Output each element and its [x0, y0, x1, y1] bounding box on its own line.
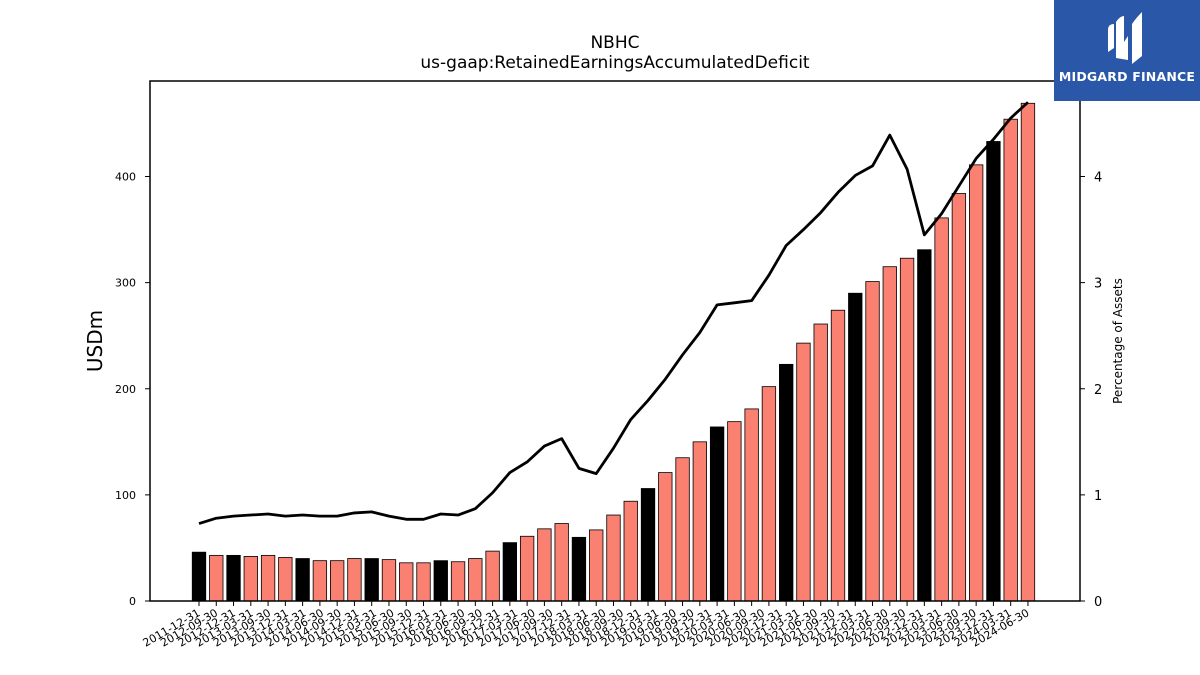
bar — [278, 557, 293, 602]
bar — [640, 488, 656, 602]
bar — [330, 560, 345, 602]
bar — [502, 542, 518, 602]
bar — [416, 562, 431, 602]
bar — [692, 441, 707, 602]
y2-tick-label: 3 — [1094, 277, 1102, 292]
bar — [658, 472, 673, 602]
bar — [951, 193, 967, 602]
bar — [519, 535, 535, 602]
brand-logo: MIDGARD FINANCE — [1054, 0, 1200, 101]
bar — [986, 141, 1001, 602]
brand-name: MIDGARD FINANCE — [1058, 69, 1196, 84]
bar — [813, 323, 828, 602]
line-series — [198, 101, 1029, 525]
y-tick-label: 200 — [115, 383, 136, 396]
bar — [347, 558, 362, 602]
midgard-logo-icon — [1108, 12, 1142, 64]
bar — [796, 342, 811, 602]
y-tick-label: 100 — [115, 489, 136, 502]
bar — [623, 500, 638, 602]
y2-tick-label: 0 — [1094, 595, 1102, 610]
y2-tick-label: 4 — [1094, 171, 1102, 186]
bar — [589, 529, 604, 602]
bar — [675, 457, 690, 602]
plot-frame — [149, 80, 1081, 602]
bar — [1003, 118, 1018, 602]
y-tick-label: 0 — [129, 595, 136, 608]
bar — [433, 560, 448, 602]
y2-axis-label: Percentage of Assets — [1111, 278, 1125, 404]
bar — [295, 558, 310, 602]
bar — [537, 528, 552, 602]
bar — [450, 561, 466, 602]
y-axis-right: 0 1 2 3 4 — [1080, 171, 1102, 610]
y-axis-left: 0 100 200 300 400 — [115, 171, 150, 608]
bar — [830, 309, 846, 602]
bar — [779, 363, 794, 602]
bar — [364, 558, 379, 602]
bar — [899, 257, 915, 602]
bar — [969, 164, 984, 602]
bar — [606, 514, 621, 602]
x-axis: 2011-12-312012-09-302012-12-312013-03-31… — [141, 601, 1031, 650]
bar — [744, 408, 759, 602]
y2-tick-label: 2 — [1094, 383, 1102, 398]
bar — [761, 386, 777, 602]
bar — [917, 249, 932, 602]
bar — [381, 559, 397, 602]
bar — [554, 523, 569, 602]
bar — [709, 426, 725, 602]
bar — [243, 556, 258, 602]
bar — [485, 550, 500, 602]
bar — [312, 560, 328, 602]
chart-title: NBHC — [590, 33, 639, 53]
bar — [468, 558, 483, 602]
y-tick-label: 300 — [115, 277, 136, 290]
bar — [1020, 102, 1036, 602]
bar — [934, 217, 949, 602]
bar — [727, 421, 742, 602]
y2-tick-label: 1 — [1094, 489, 1102, 504]
y-tick-label: 400 — [115, 171, 136, 184]
bar — [865, 281, 880, 602]
chart-subtitle: us-gaap:RetainedEarningsAccumulatedDefic… — [420, 53, 810, 73]
bar — [209, 554, 224, 602]
bar — [848, 292, 863, 602]
bar — [571, 536, 587, 602]
line-path — [198, 101, 1029, 525]
bar — [260, 554, 276, 602]
y-axis-label: USDm — [83, 310, 107, 372]
bar — [226, 554, 241, 602]
bar — [399, 562, 414, 602]
bar — [191, 551, 207, 602]
bar — [882, 266, 897, 602]
